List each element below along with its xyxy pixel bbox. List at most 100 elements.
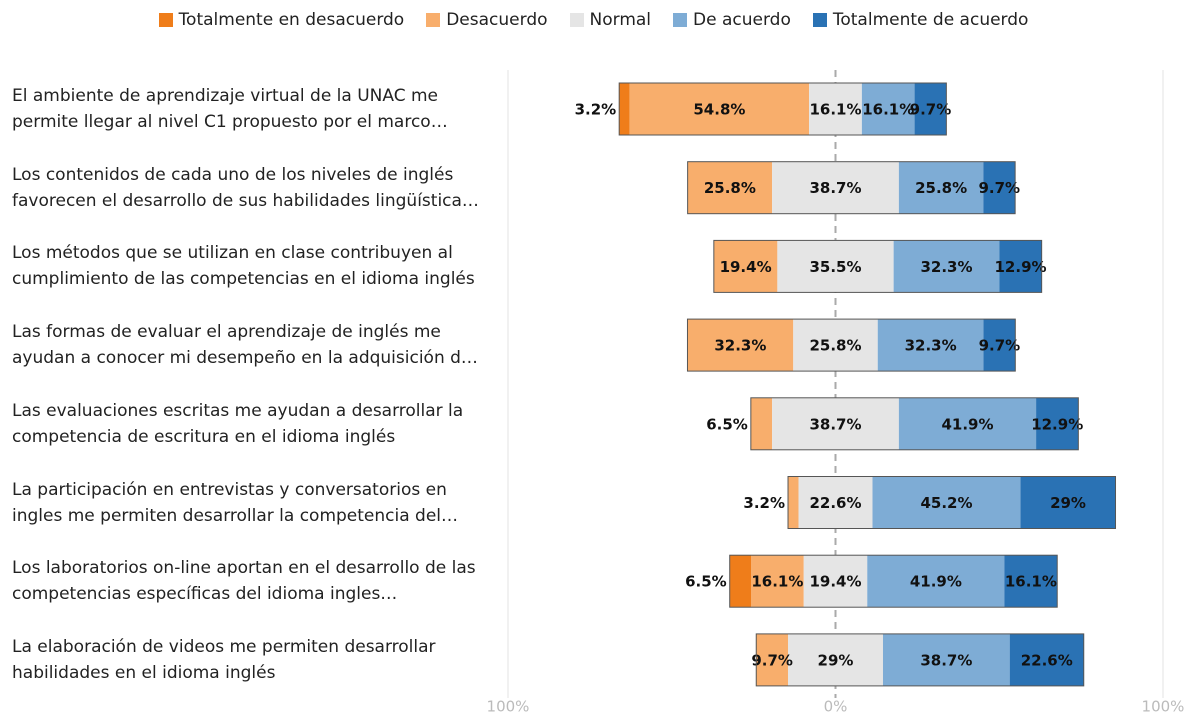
bar-segment — [803, 555, 868, 608]
bar-segment — [788, 633, 883, 686]
bar-outline — [618, 82, 947, 136]
bar-segment — [872, 476, 1021, 529]
data-label: 54.8% — [693, 101, 745, 119]
bar-segment — [687, 319, 794, 372]
data-label: 38.7% — [920, 651, 972, 669]
bar-row — [788, 476, 1116, 529]
data-label: 35.5% — [809, 258, 861, 276]
bar-segment — [713, 240, 778, 293]
data-label: 22.6% — [1021, 651, 1073, 669]
bar-segment — [983, 161, 1016, 214]
bar-segment — [751, 555, 804, 608]
bar-segment — [877, 319, 984, 372]
data-label: 6.5% — [685, 573, 727, 591]
bar-segment — [861, 83, 915, 135]
data-label: 3.2% — [575, 101, 617, 119]
legend-item: Totalmente en desacuerdo — [158, 10, 405, 30]
legend-label: Totalmente en desacuerdo — [178, 10, 405, 30]
legend-swatch — [569, 13, 584, 27]
legend-item: Totalmente de acuerdo — [812, 10, 1029, 30]
category-label: Las formas de evaluar el aprendizaje de … — [12, 322, 478, 369]
data-label: 3.2% — [743, 494, 785, 512]
bar-segment — [898, 161, 984, 214]
bar-row — [756, 633, 1084, 686]
category-label: Los laboratorios on-line aportan en el d… — [12, 558, 476, 605]
bar-outline — [755, 633, 1085, 687]
bar-segment — [1020, 476, 1116, 529]
category-label: Las evaluaciones escritas me ayudan a de… — [12, 400, 464, 447]
legend-label: Desacuerdo — [446, 10, 548, 30]
legend-swatch — [426, 13, 441, 27]
data-label: 9.7% — [979, 337, 1021, 355]
data-label: 45.2% — [920, 494, 972, 512]
data-label: 6.5% — [706, 415, 748, 433]
bar-segment — [1004, 555, 1058, 608]
data-label: 19.4% — [720, 258, 772, 276]
bar-segment — [867, 555, 1005, 608]
data-label: 32.3% — [920, 258, 972, 276]
category-label: El ambiente de aprendizaje virtual de la… — [12, 86, 448, 132]
bar-segment — [983, 319, 1016, 372]
category-label: Los contenidos de cada uno de los nivele… — [12, 164, 479, 211]
bar-outline — [713, 239, 1043, 293]
bar-segment — [777, 240, 894, 293]
bar-segment — [882, 633, 1010, 686]
bar-row — [750, 397, 1079, 450]
legend-item: Desacuerdo — [426, 10, 548, 30]
category-label: Los métodos que se utilizan en clase con… — [12, 243, 475, 290]
data-label: 25.8% — [915, 179, 967, 197]
category-label: La participación en entrevistas y conver… — [12, 479, 459, 526]
legend-label: Totalmente de acuerdo — [832, 10, 1029, 30]
data-label: 9.7% — [751, 651, 793, 669]
data-label: 19.4% — [809, 573, 861, 591]
bar-segment — [1009, 633, 1084, 686]
bar-segment — [619, 83, 630, 135]
data-label: 38.7% — [809, 415, 861, 433]
bar-segment — [772, 397, 899, 450]
bar-outline — [686, 318, 1016, 372]
bar-segment — [756, 633, 789, 686]
x-tick-label: 100% — [1142, 698, 1185, 715]
data-label: 32.3% — [905, 337, 957, 355]
bar-segment — [914, 83, 947, 135]
data-label: 38.7% — [809, 179, 861, 197]
data-label: 22.6% — [809, 494, 861, 512]
bar-row — [687, 161, 1016, 214]
legend-swatch — [812, 13, 827, 27]
data-label: 16.1% — [862, 101, 914, 119]
bar-outline — [787, 476, 1117, 529]
data-label: 12.9% — [995, 258, 1047, 276]
x-tick-label: 0% — [824, 698, 848, 715]
data-label: 32.3% — [714, 337, 766, 355]
data-label: 9.7% — [910, 101, 952, 119]
bar-segment — [809, 83, 862, 135]
data-label: 16.1% — [809, 101, 861, 119]
bar-outline — [687, 161, 1016, 215]
bar-segment — [1036, 397, 1079, 450]
bar-segment — [729, 555, 752, 608]
bar-row — [729, 555, 1058, 608]
bar-row — [687, 319, 1016, 372]
bar-segment — [893, 240, 1000, 293]
bar-segment — [898, 397, 1037, 450]
data-label: 12.9% — [1031, 415, 1083, 433]
bar-segment — [750, 397, 773, 450]
bar-segment — [629, 83, 810, 135]
legend-item: Normal — [569, 10, 651, 30]
data-label: 29% — [1050, 494, 1086, 512]
data-label: 16.1% — [1005, 573, 1057, 591]
bar-segment — [793, 319, 878, 372]
legend-label: De acuerdo — [693, 10, 791, 30]
bar-outline — [750, 397, 1079, 451]
legend-swatch — [158, 13, 173, 27]
data-label: 16.1% — [751, 573, 803, 591]
category-label: La elaboración de videos me permiten des… — [12, 636, 436, 683]
x-tick-label: 100% — [487, 698, 530, 715]
bar-segment — [687, 161, 773, 214]
bar-segment — [788, 476, 799, 529]
bar-segment — [772, 161, 899, 214]
data-label: 29% — [818, 651, 854, 669]
data-label: 25.8% — [704, 179, 756, 197]
